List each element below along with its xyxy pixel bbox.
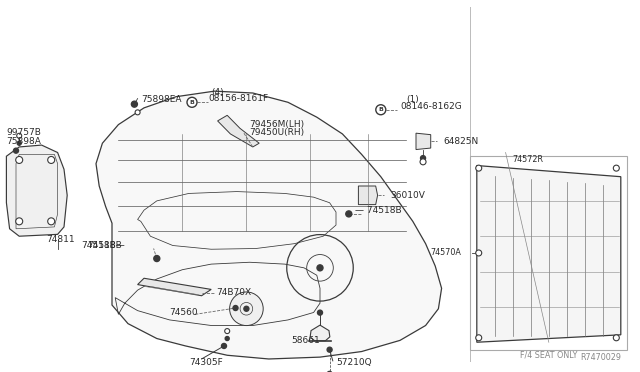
Circle shape — [225, 328, 230, 334]
Text: 79450U(RH): 79450U(RH) — [250, 128, 305, 137]
Circle shape — [317, 265, 323, 271]
Circle shape — [135, 110, 140, 115]
Text: 99757B: 99757B — [6, 128, 41, 137]
Circle shape — [420, 159, 426, 165]
Circle shape — [48, 157, 54, 163]
Text: 74305F: 74305F — [189, 358, 223, 367]
Circle shape — [420, 155, 426, 161]
Text: 74572R: 74572R — [512, 155, 543, 164]
Text: 74570A: 74570A — [430, 248, 461, 257]
Text: F/4 SEAT ONLY: F/4 SEAT ONLY — [520, 351, 578, 360]
Text: 74B70X: 74B70X — [216, 288, 252, 297]
Polygon shape — [310, 325, 330, 341]
Text: 08146-8162G: 08146-8162G — [400, 102, 461, 110]
Polygon shape — [477, 166, 621, 342]
Text: 75898EA: 75898EA — [141, 95, 181, 104]
Circle shape — [346, 211, 352, 217]
Circle shape — [613, 165, 620, 171]
Text: (4): (4) — [211, 88, 224, 97]
Circle shape — [154, 256, 160, 262]
Text: — 74518B: — 74518B — [355, 206, 402, 215]
Circle shape — [17, 133, 22, 138]
Circle shape — [225, 337, 229, 340]
Polygon shape — [6, 145, 67, 236]
Polygon shape — [138, 278, 211, 296]
Circle shape — [221, 343, 227, 349]
Text: 64825N: 64825N — [444, 137, 479, 146]
Text: 75898A: 75898A — [6, 137, 41, 146]
Circle shape — [476, 335, 482, 341]
Circle shape — [230, 292, 263, 326]
Polygon shape — [96, 91, 442, 359]
Text: 74518B—: 74518B— — [81, 241, 125, 250]
Circle shape — [376, 105, 386, 115]
Circle shape — [476, 250, 482, 256]
Circle shape — [327, 347, 332, 352]
Bar — [470, 156, 627, 350]
Circle shape — [187, 97, 197, 107]
Text: 08156-8161F: 08156-8161F — [208, 94, 268, 103]
Polygon shape — [218, 115, 259, 147]
Circle shape — [131, 101, 138, 107]
Circle shape — [317, 310, 323, 315]
Circle shape — [16, 218, 22, 225]
Circle shape — [233, 305, 238, 311]
Polygon shape — [358, 186, 378, 205]
Text: R7470029: R7470029 — [580, 353, 621, 362]
Circle shape — [48, 218, 54, 225]
Circle shape — [244, 306, 249, 311]
Circle shape — [16, 157, 22, 163]
Text: 57210Q: 57210Q — [336, 358, 372, 367]
Text: 74560: 74560 — [170, 308, 198, 317]
Circle shape — [327, 371, 332, 372]
Polygon shape — [416, 133, 431, 150]
Text: 74518B: 74518B — [87, 241, 122, 250]
Circle shape — [17, 141, 21, 145]
Text: (1): (1) — [406, 95, 419, 104]
Text: 58661: 58661 — [291, 336, 320, 345]
Text: 79456M(LH): 79456M(LH) — [250, 120, 305, 129]
Circle shape — [613, 335, 620, 341]
Circle shape — [13, 148, 19, 153]
Circle shape — [476, 165, 482, 171]
Text: 36010V: 36010V — [390, 191, 425, 200]
Text: B: B — [378, 107, 383, 112]
Text: 74811: 74811 — [46, 235, 75, 244]
Text: B: B — [189, 100, 195, 105]
